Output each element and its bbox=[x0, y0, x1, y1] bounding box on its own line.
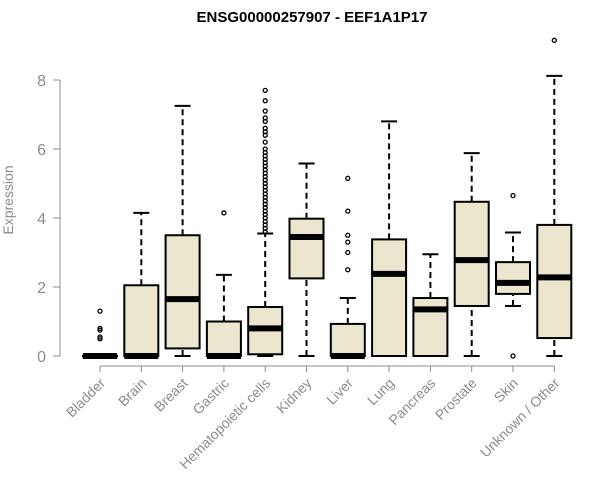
box-7 bbox=[329, 175, 366, 359]
y-tick-label: 6 bbox=[37, 142, 46, 159]
box-body bbox=[164, 234, 201, 350]
outlier-point bbox=[262, 115, 268, 121]
outlier-point bbox=[262, 87, 268, 93]
box-body bbox=[288, 217, 325, 280]
outlier-point bbox=[262, 108, 268, 114]
x-tick-label: Liver bbox=[323, 375, 356, 408]
outlier-point bbox=[510, 192, 516, 199]
box-9 bbox=[412, 253, 449, 358]
box-1 bbox=[82, 308, 118, 359]
y-tick-label: 2 bbox=[37, 280, 46, 297]
box-2 bbox=[123, 211, 160, 359]
outlier-point bbox=[262, 139, 268, 145]
outlier-point bbox=[262, 125, 268, 131]
box-body bbox=[123, 284, 160, 357]
box-body bbox=[329, 322, 366, 358]
box-body bbox=[371, 238, 408, 357]
outlier-point bbox=[97, 308, 103, 314]
outlier-point bbox=[345, 249, 351, 256]
box-8 bbox=[371, 120, 408, 357]
box-5 bbox=[247, 87, 284, 357]
box-6 bbox=[288, 162, 325, 357]
outlier-point bbox=[97, 325, 103, 332]
x-tick-label: Bladder bbox=[63, 375, 109, 421]
outlier-point bbox=[262, 146, 268, 152]
outlier-point bbox=[345, 175, 351, 181]
outlier-point bbox=[551, 37, 557, 43]
box-body bbox=[453, 200, 490, 307]
x-tick-label: Lung bbox=[364, 375, 397, 408]
box-10 bbox=[453, 152, 490, 357]
outlier-point bbox=[221, 210, 227, 216]
box-series bbox=[82, 37, 573, 359]
x-tick-label: Skin bbox=[491, 375, 522, 406]
y-tick-label: 8 bbox=[37, 73, 46, 90]
x-tick-label: Kidney bbox=[273, 375, 315, 417]
outlier-point bbox=[345, 208, 351, 214]
outlier-point bbox=[345, 232, 351, 238]
x-tick-label: Prostate bbox=[432, 375, 480, 423]
chart-title: ENSG00000257907 - EEF1A1P17 bbox=[197, 9, 428, 26]
outlier-point bbox=[97, 334, 103, 340]
outlier-point bbox=[510, 353, 516, 359]
y-tick-label: 0 bbox=[37, 349, 46, 366]
y-axis: 0 2 4 6 8 bbox=[37, 73, 61, 366]
outlier-point bbox=[345, 239, 351, 245]
box-body bbox=[536, 223, 573, 340]
box-3 bbox=[164, 104, 201, 357]
box-4 bbox=[205, 210, 242, 359]
outlier-point bbox=[345, 267, 351, 273]
y-axis-label: Expression bbox=[0, 165, 16, 234]
box-body bbox=[495, 261, 531, 295]
box-12 bbox=[536, 37, 573, 357]
box-11 bbox=[495, 192, 531, 359]
box-body bbox=[205, 320, 242, 357]
x-tick-label: Brain bbox=[115, 375, 149, 409]
outlier-point bbox=[262, 98, 268, 104]
x-tick-label: Breast bbox=[151, 375, 191, 415]
y-tick-label: 4 bbox=[37, 211, 46, 228]
